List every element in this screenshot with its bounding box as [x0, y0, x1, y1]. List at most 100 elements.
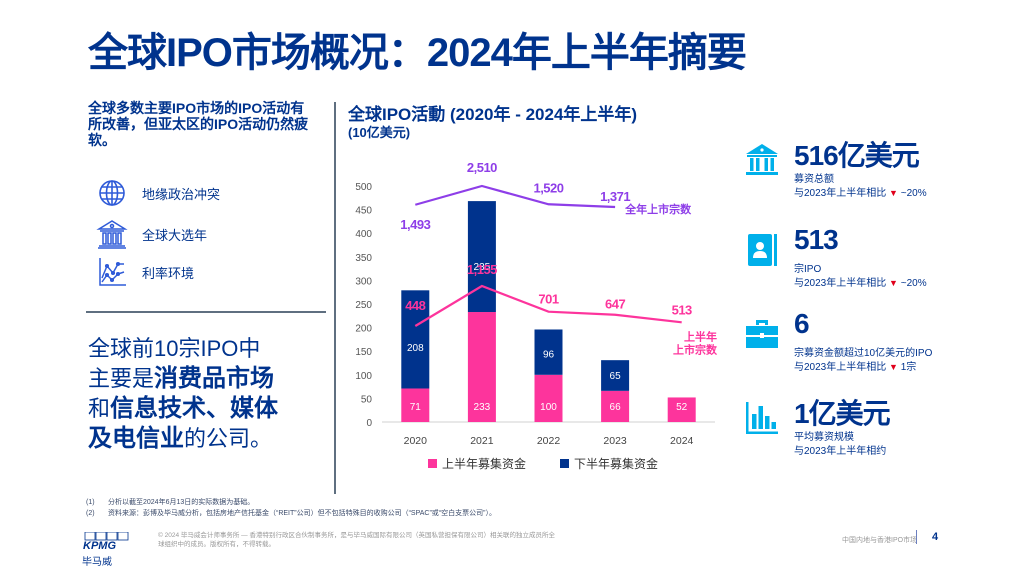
kpi-label: 宗IPO: [794, 264, 822, 275]
top10-line-4: 及电信业的公司。: [88, 424, 328, 454]
briefcase-icon: [746, 320, 778, 348]
contact-book-icon: [748, 234, 777, 266]
kpi-comparison: 与2023年上半年相比 ▼ ~20%: [794, 274, 927, 289]
h1-count-label: 647: [605, 297, 625, 312]
footnote-text: 资料来源：彭博及毕马威分析，包括房地产信托基金（“REIT”公司）但不包括特殊目…: [108, 510, 496, 517]
top10-text: 和: [88, 396, 111, 421]
h1-series-label: 上市宗数: [673, 342, 718, 356]
top10-highlight: 及电信业: [88, 425, 184, 452]
full-year-count-label: 2,510: [467, 160, 497, 175]
y-tick-label: 0: [366, 418, 372, 429]
top10-text: 主要是: [88, 366, 155, 391]
kpi-value: 513: [794, 224, 839, 255]
risk-label: 全球大选年: [142, 227, 208, 243]
y-tick-label: 350: [355, 253, 372, 264]
kpi-comparison-text: 与2023年上半年相比: [794, 278, 887, 289]
x-tick-label: 2021: [470, 435, 494, 447]
bar-h1: [601, 390, 630, 422]
h1-count-label: 701: [538, 292, 558, 307]
bar-value-label: 65: [610, 371, 622, 382]
y-tick-label: 100: [355, 371, 372, 382]
risk-label: 地缘政治冲突: [142, 186, 221, 202]
kpi-delta: 1宗: [897, 362, 917, 373]
y-tick-label: 150: [355, 347, 372, 358]
bar-value-label: 100: [540, 402, 557, 413]
government-building-icon: [96, 220, 128, 249]
full-year-count-label: 1,520: [533, 180, 563, 195]
footer-divider: [916, 530, 917, 544]
footnote-number: (1): [86, 499, 95, 506]
legend-label: 下半年募集资金: [574, 456, 658, 471]
footer-source: 中国内地与香港IPO市场: [842, 537, 918, 544]
risk-item-elections: 全球大选年: [96, 219, 207, 249]
kpi-comparison: 与2023年上半年相比 ▼ ~20%: [794, 184, 927, 199]
bar-h1: [467, 312, 496, 422]
risk-item-geopolitics: 地缘政治冲突: [96, 178, 220, 208]
x-tick-label: 2022: [537, 435, 561, 447]
down-triangle-icon: ▼: [889, 188, 898, 198]
bar-h1: [534, 374, 563, 422]
chart-title: 全球IPO活動 (2020年 - 2024年上半年): [348, 105, 638, 124]
kpi-comparison-text: 与2023年上半年相比: [794, 188, 887, 199]
bar-value-label: 235: [474, 262, 491, 273]
page-number: 4: [932, 531, 939, 543]
y-tick-label: 500: [355, 182, 372, 193]
bar-chart-icon: [746, 402, 778, 434]
legend-label: 上半年募集资金: [442, 456, 526, 471]
top10-line-2: 主要是消费品市场: [88, 364, 328, 394]
legend-swatch-h1: [428, 459, 437, 468]
kpi-comparison: 与2023年上半年相比 ▼ 1宗: [794, 358, 916, 373]
x-tick-label: 2023: [603, 435, 627, 447]
y-tick-label: 400: [355, 229, 372, 240]
full-year-series-label: 全年上市宗数: [624, 202, 692, 216]
h1-series-label: 上半年: [684, 329, 717, 343]
footnote-1: (1) 分析以截至2024年6月13日的实际数据为基础。: [86, 497, 254, 507]
column-divider: [334, 102, 336, 494]
bar-h2: [534, 329, 563, 375]
bar-value-label: 71: [410, 402, 422, 413]
bar-value-label: 208: [407, 343, 424, 354]
footnote-text: 分析以截至2024年6月13日的实际数据为基础。: [108, 499, 255, 506]
bar-value-label: 96: [543, 350, 555, 361]
footnote-2: (2) 资料来源：彭博及毕马威分析，包括房地产信托基金（“REIT”公司）但不包括…: [86, 508, 496, 518]
kpi-label: 募资总额: [794, 174, 834, 185]
bar-h1: [401, 388, 430, 422]
bar-value-label: 52: [676, 402, 688, 413]
kpi-value: 516亿美元: [794, 140, 920, 171]
bar-value-label: 66: [610, 402, 622, 413]
section-divider: [86, 311, 326, 313]
kpmg-logo: KPMG: [82, 531, 132, 557]
down-triangle-icon: ▼: [889, 362, 898, 372]
bar-h1: [667, 397, 696, 422]
full-year-count-label: 1,493: [400, 217, 430, 232]
line-chart-icon: [99, 258, 126, 286]
kpi-value: 6: [794, 308, 810, 339]
top10-highlight: 消费品市场: [154, 365, 275, 392]
kpi-delta: ~20%: [897, 188, 927, 199]
globe-icon: [99, 180, 125, 206]
x-tick-label: 2024: [670, 435, 694, 447]
top10-line-1: 全球前10宗IPO中: [88, 336, 261, 361]
top10-summary: 全球前10宗IPO中 主要是消费品市场 和信息技术、媒体 及电信业的公司。: [88, 334, 328, 454]
y-tick-label: 200: [355, 324, 372, 335]
h1-count-line: [414, 284, 682, 327]
kpmg-logo-text: KPMG: [83, 540, 116, 552]
top10-highlight: 信息技术、媒体: [110, 395, 279, 422]
y-tick-label: 50: [361, 394, 373, 405]
kpi-delta: ~20%: [897, 278, 927, 289]
y-tick-label: 450: [355, 206, 372, 217]
full-year-count-label: 1,371: [600, 189, 630, 204]
risk-label: 利率环境: [142, 265, 195, 281]
h1-count-label: 1,155: [467, 262, 497, 277]
kpi-comparison-text: 与2023年上半年相比: [794, 362, 887, 373]
down-triangle-icon: ▼: [889, 278, 898, 288]
bar-h2: [467, 201, 496, 313]
bar-h2: [401, 290, 430, 389]
ipo-activity-chart: 0 50 100 150 200 250 300 350 400 450 500 71 208 2020 2…: [355, 160, 718, 471]
page-title: 全球IPO市场概况：2024年上半年摘要: [88, 31, 747, 75]
full-year-count-line: [415, 184, 616, 209]
company-name: 毕马威: [82, 557, 112, 568]
h1-count-label: 513: [672, 302, 692, 317]
bar-value-label: 233: [474, 402, 491, 413]
footnote-number: (2): [86, 510, 95, 517]
